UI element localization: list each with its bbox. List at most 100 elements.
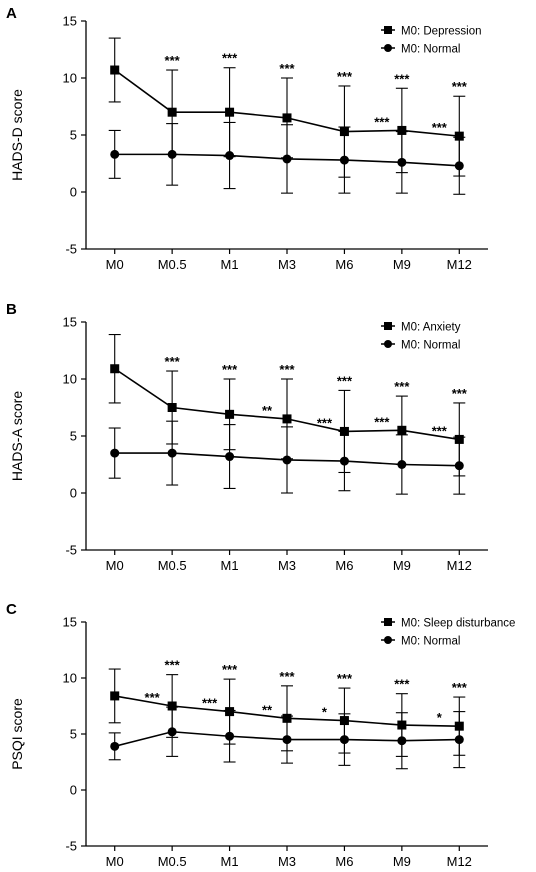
- panel-letter: C: [6, 601, 17, 618]
- series-primary: [108, 668, 466, 757]
- data-point-circle: [110, 741, 120, 751]
- x-tick-label: M0: [106, 558, 124, 573]
- significance-marker: ***: [452, 79, 468, 94]
- y-axis-label: PSQI score: [9, 698, 25, 770]
- significance-marker: *: [437, 710, 443, 725]
- y-tick-label: -5: [65, 242, 77, 257]
- legend: M0: Depression M0: Normal: [381, 26, 482, 56]
- x-tick-label: M12: [447, 854, 472, 867]
- x-tick-label: M6: [335, 558, 353, 573]
- legend: M0: Sleep disturbance M0: Normal: [381, 618, 515, 648]
- data-point-circle: [167, 448, 177, 458]
- significance-marker: ***: [279, 669, 295, 684]
- significance-marker: ***: [165, 658, 181, 673]
- y-tick-label: 10: [63, 671, 77, 686]
- data-point-square: [339, 716, 349, 726]
- y-tick-label: 0: [70, 486, 77, 501]
- significance-marker: ***: [202, 696, 218, 711]
- significance-marker: ***: [374, 114, 390, 129]
- x-tick-label: M12: [447, 558, 472, 573]
- legend-square-marker: [384, 322, 392, 330]
- x-tick-label: M9: [393, 257, 411, 272]
- legend-label: M0: Sleep disturbance: [401, 618, 515, 630]
- data-point-square: [225, 707, 235, 717]
- significance-marker: ***: [222, 362, 238, 377]
- chart-panel-b: B -5 0 5 10 15 HADS-A score M0 M0.5 M1 M3 M6 M9 M12 **…: [6, 301, 488, 573]
- legend-label: M0: Normal: [401, 44, 460, 56]
- panel-letter: B: [6, 301, 17, 318]
- significance-marker: ***: [279, 61, 295, 76]
- significance-marker: ***: [279, 362, 295, 377]
- data-point-square: [454, 131, 464, 141]
- legend-circle-marker: [384, 340, 392, 348]
- data-point-square: [339, 426, 349, 436]
- data-point-square: [110, 65, 120, 75]
- y-tick-label: -5: [65, 839, 77, 854]
- significance-marker: ***: [145, 690, 161, 705]
- y-tick-label: 5: [70, 429, 77, 444]
- y-tick-label: 5: [70, 727, 77, 742]
- significance-marker: ***: [222, 51, 238, 66]
- significance-marker: ***: [394, 677, 410, 692]
- significance-marker: ***: [432, 423, 448, 438]
- legend-square-marker: [384, 26, 392, 34]
- significance-marker: **: [262, 702, 273, 717]
- y-axis-label: HADS-A score: [9, 391, 25, 481]
- chart-panel-a: A -5 0 5 10 15 HADS-D score M0 M0.5 M1 M3 M6 M9 M12 **…: [6, 5, 488, 272]
- x-tick-label: M0.5: [158, 854, 187, 867]
- significance-marker: ***: [452, 386, 468, 401]
- significance-marker: ***: [222, 662, 238, 677]
- y-axis-label: HADS-D score: [9, 89, 25, 181]
- x-tick-label: M6: [335, 257, 353, 272]
- x-tick-label: M1: [221, 257, 239, 272]
- x-tick-label: M0: [106, 854, 124, 867]
- x-tick-label: M12: [447, 257, 472, 272]
- data-point-circle: [110, 448, 120, 458]
- significance-marker: **: [262, 403, 273, 418]
- significance-marker: ***: [432, 120, 448, 135]
- y-tick-label: 15: [63, 14, 77, 29]
- x-tick-label: M3: [278, 257, 296, 272]
- data-point-square: [397, 125, 407, 135]
- legend-label: M0: Anxiety: [401, 322, 461, 334]
- y-tick-label: 15: [63, 615, 77, 630]
- legend: M0: Anxiety M0: Normal: [381, 322, 461, 352]
- significance-marker: *: [322, 705, 328, 720]
- data-point-circle: [225, 452, 235, 462]
- data-point-square: [454, 721, 464, 731]
- data-point-circle: [282, 455, 292, 465]
- significance-marker: ***: [337, 373, 353, 388]
- data-point-circle: [282, 154, 292, 164]
- data-point-square: [397, 720, 407, 730]
- legend-circle-marker: [384, 636, 392, 644]
- y-tick-label: 10: [63, 372, 77, 387]
- significance-marker: ***: [337, 69, 353, 84]
- data-point-square: [167, 107, 177, 117]
- data-point-square: [282, 414, 292, 424]
- data-point-square: [282, 713, 292, 723]
- x-tick-label: M3: [278, 558, 296, 573]
- legend-label: M0: Normal: [401, 340, 460, 352]
- x-tick-label: M6: [335, 854, 353, 867]
- series-primary: [108, 37, 466, 178]
- x-tick-label: M9: [393, 558, 411, 573]
- data-point-square: [110, 691, 120, 701]
- x-tick-label: M0.5: [158, 257, 187, 272]
- x-tick-label: M1: [221, 854, 239, 867]
- y-tick-label: 10: [63, 71, 77, 86]
- significance-marker: ***: [374, 414, 390, 429]
- significance-marker: ***: [452, 680, 468, 695]
- data-point-square: [225, 409, 235, 419]
- data-point-square: [225, 107, 235, 117]
- y-tick-label: 5: [70, 128, 77, 143]
- significance-marker: ***: [317, 415, 333, 430]
- data-point-circle: [110, 149, 120, 159]
- data-point-square: [282, 113, 292, 123]
- legend-label: M0: Normal: [401, 636, 460, 648]
- panel-letter: A: [6, 5, 17, 22]
- y-tick-label: 15: [63, 315, 77, 330]
- data-point-square: [397, 425, 407, 435]
- data-point-square: [167, 701, 177, 711]
